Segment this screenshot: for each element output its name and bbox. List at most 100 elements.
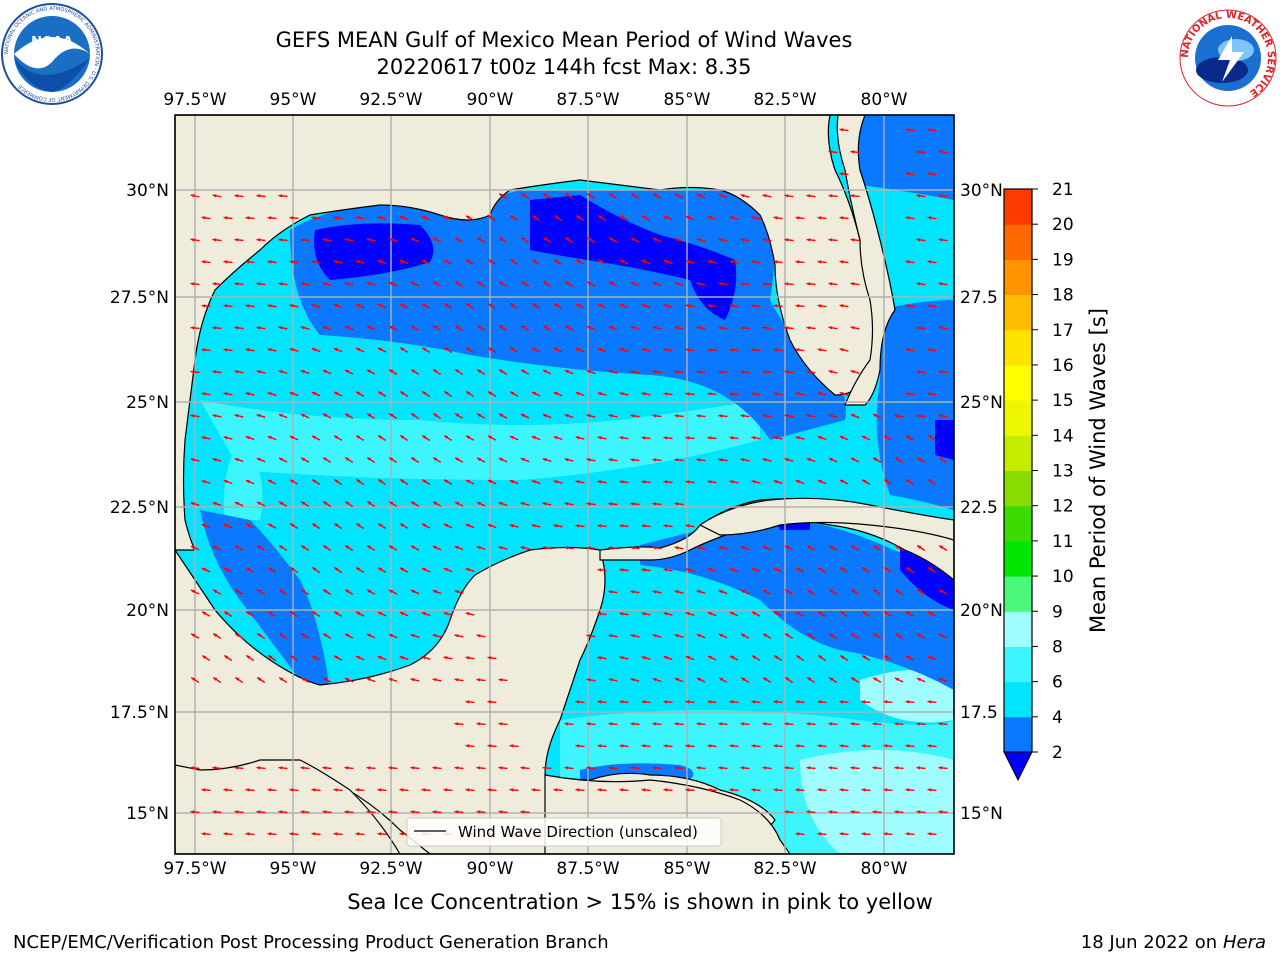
wind-arrowhead xyxy=(773,216,778,220)
wind-arrowhead xyxy=(807,633,812,637)
wind-arrowhead xyxy=(542,369,547,374)
wind-arrowhead xyxy=(389,457,394,461)
wind-arrowhead xyxy=(696,546,701,550)
wind-arrowhead xyxy=(707,788,712,792)
wind-arrowhead xyxy=(751,304,756,308)
wind-arrowhead xyxy=(619,304,624,308)
wind-arrowhead xyxy=(190,502,195,506)
wind-arrowhead xyxy=(389,325,394,330)
wind-arrowhead xyxy=(477,325,482,329)
wind-arrowhead xyxy=(455,413,460,417)
wind-arrowhead xyxy=(521,237,526,241)
wind-arrowhead xyxy=(532,347,537,352)
wind-arrowhead xyxy=(938,282,943,286)
wind-arrowhead xyxy=(806,414,811,418)
wind-arrowhead xyxy=(212,766,217,770)
wind-arrowhead xyxy=(883,700,888,704)
wind-arrowhead xyxy=(433,457,438,461)
wind-arrowhead xyxy=(576,303,581,308)
wind-arrowhead xyxy=(773,567,778,572)
wind-arrowhead xyxy=(410,590,415,594)
wind-arrowhead xyxy=(454,502,459,506)
wind-arrowhead xyxy=(718,590,723,594)
wind-arrowhead xyxy=(608,370,613,374)
wind-arrowhead xyxy=(432,678,437,682)
colorbar-label: Mean Period of Wind Waves [s] xyxy=(1086,308,1110,633)
wind-arrowhead xyxy=(905,348,910,352)
wind-arrowhead xyxy=(498,722,503,726)
wind-arrowhead xyxy=(916,194,921,198)
wind-arrowhead xyxy=(399,216,404,220)
wind-arrowhead xyxy=(784,326,789,330)
wind-arrowhead xyxy=(300,282,305,286)
wind-arrowhead xyxy=(388,766,393,770)
lat-label-left: 27.5°N xyxy=(110,288,169,308)
wind-arrowhead xyxy=(740,238,745,242)
wind-arrowhead xyxy=(510,215,515,219)
wind-arrowhead xyxy=(641,700,646,704)
wind-arrowhead xyxy=(234,370,239,374)
colorbar-segment xyxy=(1004,364,1032,401)
wind-arrowhead xyxy=(762,238,767,242)
wind-arrowhead xyxy=(652,282,657,286)
wind-arrowhead xyxy=(212,282,217,286)
wind-arrowhead xyxy=(839,392,844,396)
wind-arrowhead xyxy=(674,194,679,198)
wind-arrowhead xyxy=(663,480,668,484)
wind-arrowhead xyxy=(212,194,217,198)
wind-arrowhead xyxy=(674,634,679,638)
wind-arrowhead xyxy=(696,634,701,638)
wind-arrowhead xyxy=(718,370,723,374)
wind-arrowhead xyxy=(674,590,679,594)
wind-arrowhead xyxy=(839,260,844,264)
wind-arrowhead xyxy=(806,282,811,286)
wind-arrowhead xyxy=(345,501,350,505)
wind-arrowhead xyxy=(576,259,581,264)
wind-arrowhead xyxy=(267,480,272,484)
wind-arrowhead xyxy=(795,744,800,748)
wind-arrowhead xyxy=(862,479,867,484)
wind-arrowhead xyxy=(608,678,613,682)
wind-arrowhead xyxy=(696,722,701,726)
wind-arrowhead xyxy=(917,633,922,638)
wind-arrowhead xyxy=(718,194,723,198)
wind-arrowhead xyxy=(213,589,218,594)
lat-label-left: 20°N xyxy=(126,601,169,621)
lon-label: 80°W xyxy=(861,90,908,110)
wind-arrowhead xyxy=(609,237,614,242)
wind-arrowhead xyxy=(696,282,701,286)
wind-arrowhead xyxy=(696,326,701,330)
wind-arrowhead xyxy=(784,766,789,770)
wind-arrowhead xyxy=(301,677,306,682)
wind-arrowhead xyxy=(422,303,427,308)
wind-arrowhead xyxy=(278,282,283,286)
wind-arrowhead xyxy=(917,457,922,461)
wind-arrowhead xyxy=(477,457,482,462)
wind-arrowhead xyxy=(300,326,305,330)
wind-arrowhead xyxy=(443,788,448,792)
wind-arrowhead xyxy=(520,546,525,550)
wind-arrowhead xyxy=(300,370,305,374)
noaa-logo: NOAA NATIONAL OCEANIC AND ATMOSPHERIC AD… xyxy=(1,3,103,105)
wind-arrowhead xyxy=(905,700,910,704)
wind-arrowhead xyxy=(235,545,240,550)
wind-arrowhead xyxy=(762,589,767,594)
wind-arrowhead xyxy=(455,369,460,373)
wind-arrowhead xyxy=(740,766,745,770)
wind-arrowhead xyxy=(564,458,569,462)
wind-arrowhead xyxy=(740,370,745,374)
wind-arrowhead xyxy=(245,304,250,308)
wind-arrowhead xyxy=(840,655,845,659)
wind-arrowhead xyxy=(598,215,603,219)
wind-arrowhead xyxy=(685,216,690,220)
wind-arrowhead xyxy=(884,435,889,440)
wind-arrowhead xyxy=(795,348,800,352)
wind-arrowhead xyxy=(289,788,294,792)
wind-arrowhead xyxy=(521,281,526,285)
wind-arrowhead xyxy=(729,348,734,352)
wind-arrowhead xyxy=(422,435,427,439)
wind-arrowhead xyxy=(729,744,734,748)
wind-arrowhead xyxy=(334,567,339,571)
colorbar-tick-label: 2 xyxy=(1052,743,1063,763)
wind-arrowhead xyxy=(410,678,415,682)
